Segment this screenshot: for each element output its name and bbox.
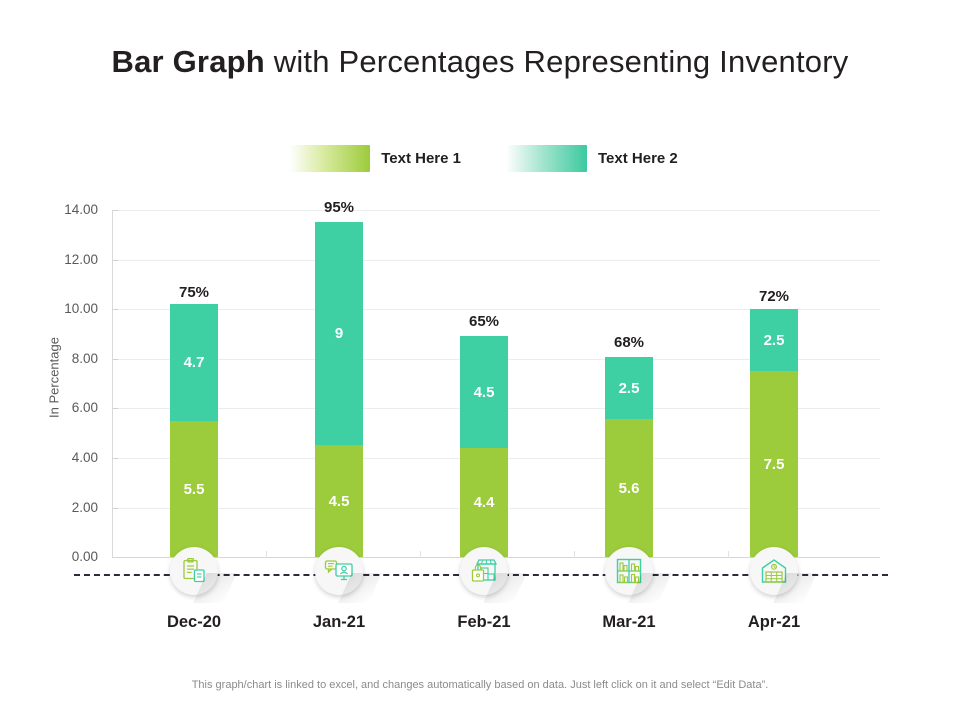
- y-tick-4: 4.00: [36, 451, 98, 465]
- warehouse-icon: [761, 559, 787, 583]
- chart-legend: Text Here 1 Text Here 2: [0, 145, 960, 172]
- category-icon-apr-21[interactable]: [750, 547, 817, 603]
- y-axis-title: In Percentage: [46, 337, 62, 418]
- category-icon-jan-21[interactable]: [315, 547, 382, 603]
- video-call-monitor-icon: [324, 560, 353, 581]
- bar-total-percent-apr-21: 72%: [758, 288, 790, 305]
- y-tick-label-2: 2.00: [71, 500, 98, 515]
- y-tick-label-6: 6.00: [71, 400, 98, 415]
- bar-total-percent-mar-21: 68%: [613, 334, 645, 351]
- bar-segment-top-feb-21[interactable]: 4.5: [460, 336, 508, 450]
- bar-total-percent-feb-21: 65%: [468, 313, 500, 330]
- legend-swatch-series-1: [282, 145, 371, 172]
- x-axis-label-apr-21: Apr-21: [747, 613, 801, 631]
- storefront-icon: [471, 559, 498, 582]
- y-tick-mark-4: [112, 458, 118, 459]
- y-tick-8: 8.00: [36, 352, 98, 366]
- y-tick-mark-14: [112, 210, 118, 211]
- legend-swatch-series-2: [499, 145, 587, 172]
- y-tick-14: 14.00: [36, 203, 98, 217]
- y-tick-2: 2.00: [36, 501, 98, 515]
- legend-item-2[interactable]: Text Here 2: [499, 145, 678, 172]
- page-title-bold: Bar Graph: [111, 44, 265, 79]
- bar-segment-top-apr-21[interactable]: 2.5: [750, 309, 798, 373]
- y-tick-10: 10.00: [36, 302, 98, 316]
- y-tick-label-0: 0.00: [71, 549, 98, 564]
- y-tick-label-14: 14.00: [64, 202, 98, 217]
- y-tick-label-4: 4.00: [71, 450, 98, 465]
- shelving-rack-icon: [616, 558, 642, 584]
- bar-segment-bottom-dec-20[interactable]: 5.5: [170, 421, 218, 557]
- legend-label-series-1: Text Here 1: [381, 150, 461, 167]
- bar-segment-bottom-value-dec-20: 5.5: [183, 480, 205, 498]
- gridline-14: [112, 210, 880, 211]
- page-title: Bar Graph with Percentages Representing …: [0, 44, 960, 80]
- bar-segment-bottom-apr-21[interactable]: 7.5: [750, 371, 798, 557]
- y-tick-label-12: 12.00: [64, 252, 98, 267]
- y-axis-line: [112, 210, 113, 557]
- legend-label-series-2: Text Here 2: [598, 150, 678, 167]
- bar-total-percent-jan-21: 95%: [323, 199, 355, 216]
- bar-segment-bottom-value-feb-21: 4.4: [473, 494, 495, 511]
- x-axis-label-mar-21: Mar-21: [602, 613, 656, 631]
- bar-segment-top-value-feb-21: 4.5: [473, 383, 495, 401]
- bar-segment-bottom-value-jan-21: 4.5: [328, 492, 350, 510]
- bar-segment-top-jan-21[interactable]: 9: [315, 222, 363, 447]
- clipboard-document-icon: [183, 557, 205, 583]
- page-title-light: with Percentages Representing Inventory: [264, 44, 849, 79]
- y-tick-label-10: 10.00: [64, 301, 98, 316]
- y-tick-mark-2: [112, 508, 118, 509]
- y-tick-mark-8: [112, 359, 118, 360]
- category-divider-1: [266, 551, 267, 558]
- category-icon-mar-21[interactable]: [605, 547, 672, 603]
- y-tick-mark-10: [112, 309, 118, 310]
- y-tick-mark-6: [112, 408, 118, 409]
- y-tick-12: 12.00: [36, 253, 98, 267]
- y-tick-label-8: 8.00: [71, 351, 98, 366]
- y-tick-6: 6.00: [36, 401, 98, 415]
- category-divider-4: [728, 551, 729, 558]
- category-divider-2: [420, 551, 421, 558]
- gridline-12: [112, 260, 880, 261]
- bar-total-percent-dec-20: 75%: [178, 284, 210, 301]
- bar-segment-top-value-jan-21: 9: [334, 325, 344, 342]
- x-axis-label-jan-21: Jan-21: [312, 613, 366, 631]
- bar-segment-top-dec-20[interactable]: 4.7: [170, 304, 218, 423]
- x-axis-label-dec-20: Dec-20: [166, 613, 222, 631]
- bar-segment-top-value-dec-20: 4.7: [183, 354, 205, 371]
- y-tick-0: 0.00: [36, 550, 98, 564]
- bar-segment-bottom-feb-21[interactable]: 4.4: [460, 448, 508, 557]
- footer-note: This graph/chart is linked to excel, and…: [191, 679, 769, 691]
- bar-segment-bottom-mar-21[interactable]: 5.6: [605, 419, 653, 557]
- bar-segment-bottom-jan-21[interactable]: 4.5: [315, 445, 363, 557]
- bar-segment-bottom-value-mar-21: 5.6: [618, 479, 640, 497]
- bar-segment-bottom-value-apr-21: 7.5: [763, 455, 785, 473]
- bar-segment-top-value-mar-21: 2.5: [618, 379, 640, 397]
- gridline-10: [112, 309, 880, 310]
- category-icon-dec-20[interactable]: [170, 547, 237, 603]
- category-icon-feb-21[interactable]: [460, 547, 527, 603]
- x-axis-label-feb-21: Feb-21: [457, 613, 511, 631]
- y-tick-mark-12: [112, 260, 118, 261]
- bar-segment-top-value-apr-21: 2.5: [763, 331, 785, 349]
- bar-segment-top-mar-21[interactable]: 2.5: [605, 357, 653, 421]
- category-divider-3: [574, 551, 575, 558]
- legend-item-1[interactable]: Text Here 1: [282, 145, 461, 172]
